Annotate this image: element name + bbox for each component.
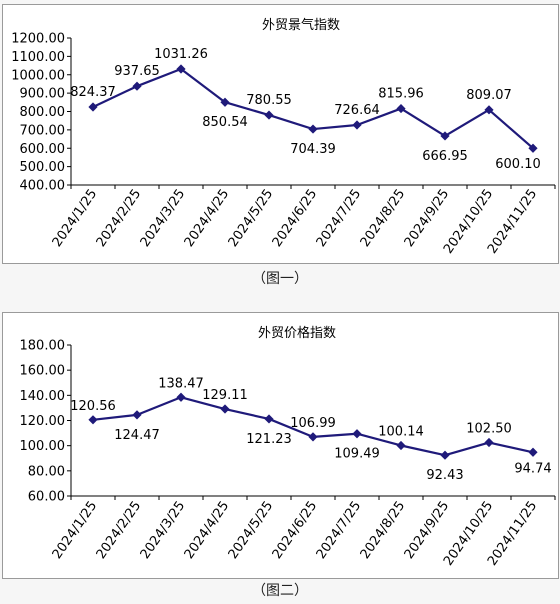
x-tick-label: 2024/3/25	[138, 499, 189, 562]
data-point-marker	[352, 120, 362, 130]
data-point-marker	[528, 447, 538, 457]
y-tick-label: 500.00	[20, 160, 66, 175]
data-label: 937.65	[114, 64, 160, 79]
x-tick-label: 2024/9/25	[402, 187, 453, 250]
y-tick-label: 180.00	[20, 339, 66, 354]
y-tick-label: 1000.00	[11, 68, 65, 83]
data-label: 1031.26	[154, 47, 208, 62]
data-point-marker	[264, 414, 274, 424]
data-point-marker	[352, 429, 362, 439]
x-tick-label: 2024/4/25	[182, 187, 233, 250]
x-tick-label: 2024/7/25	[314, 499, 365, 562]
data-point-marker	[220, 97, 230, 107]
data-point-marker	[308, 124, 318, 134]
x-tick-label: 2024/5/25	[226, 187, 277, 250]
data-label: 121.23	[246, 432, 292, 447]
y-tick-label: 140.00	[20, 389, 66, 404]
figure-caption-1: （图一）	[252, 271, 308, 287]
data-label: 815.96	[378, 87, 424, 102]
y-tick-label: 1100.00	[11, 50, 65, 65]
x-tick-label: 2024/6/25	[270, 187, 321, 250]
chart-panel-trade-climate: 外贸景气指数 400.00 500.00 600.00 700.00 800.00 900.…	[2, 4, 559, 264]
figure-caption-2: （图二）	[252, 583, 308, 599]
data-label: 726.64	[334, 103, 380, 118]
chart-trade-climate-index: 外贸景气指数 400.00 500.00 600.00 700.00 800.00 900.…	[11, 17, 556, 257]
x-tick-label: 2024/6/25	[270, 499, 321, 562]
x-tick-label: 2024/9/25	[402, 499, 453, 562]
chart-title: 外贸价格指数	[258, 325, 336, 341]
data-label: 600.10	[495, 157, 541, 172]
series-line	[92, 67, 534, 150]
y-tick-label: 900.00	[20, 87, 66, 102]
y-tick-label: 160.00	[20, 364, 66, 379]
data-point-marker	[528, 143, 538, 153]
data-point-marker	[88, 415, 98, 425]
data-label: 129.11	[202, 388, 248, 403]
x-tick-label: 2024/5/25	[226, 499, 277, 562]
y-tick-label: 120.00	[20, 414, 66, 429]
data-label: 92.43	[426, 468, 463, 483]
data-label: 850.54	[202, 115, 248, 130]
x-tick-label: 2024/1/25	[50, 499, 101, 562]
data-label: 120.56	[70, 399, 116, 414]
data-point-marker	[220, 404, 230, 414]
x-tick-label: 2024/8/25	[358, 499, 409, 562]
y-tick-label: 1200.00	[11, 32, 65, 47]
chart-trade-price-index: 外贸价格指数 60.00 80.00 100.00 120.00 140.00 160.00…	[20, 325, 556, 569]
y-tick-label: 800.00	[20, 105, 66, 120]
y-tick-label: 80.00	[28, 464, 65, 479]
data-point-marker	[88, 102, 98, 112]
y-tick-label: 400.00	[20, 179, 66, 194]
data-label: 666.95	[422, 149, 468, 164]
data-label: 704.39	[290, 142, 336, 157]
data-label: 102.50	[466, 422, 512, 437]
x-tick-label: 2024/3/25	[138, 187, 189, 250]
x-tick-label: 2024/7/25	[314, 187, 365, 250]
x-tick-label: 2024/1/25	[50, 187, 101, 250]
data-point-marker	[308, 432, 318, 442]
data-label: 106.99	[290, 416, 336, 431]
y-tick-label: 600.00	[20, 142, 66, 157]
data-point-marker	[484, 105, 494, 115]
data-label: 780.55	[246, 93, 292, 108]
data-label: 138.47	[158, 376, 204, 391]
data-label: 109.49	[334, 447, 380, 462]
x-tick-label: 2024/8/25	[358, 187, 409, 250]
data-point-marker	[132, 81, 142, 91]
x-tick-label: 2024/2/25	[94, 499, 145, 562]
data-label: 809.07	[466, 88, 512, 103]
data-label: 94.74	[514, 461, 551, 476]
x-tick-label: 2024/4/25	[182, 499, 233, 562]
y-tick-label: 60.00	[28, 490, 65, 505]
x-tick-label: 2024/2/25	[94, 187, 145, 250]
y-tick-label: 100.00	[20, 439, 66, 454]
data-point-marker	[484, 437, 494, 448]
data-label: 100.14	[378, 424, 424, 439]
data-point-marker	[176, 392, 186, 402]
data-point-marker	[440, 450, 450, 460]
chart-panel-trade-price: 外贸价格指数 60.00 80.00 100.00 120.00 140.00 160.00…	[2, 312, 559, 579]
y-tick-label: 700.00	[20, 123, 66, 138]
chart-title: 外贸景气指数	[262, 17, 340, 33]
data-point-marker	[440, 131, 450, 141]
data-point-marker	[176, 64, 186, 74]
data-label: 124.47	[114, 428, 160, 443]
data-point-marker	[264, 110, 274, 120]
data-label: 824.37	[70, 85, 116, 100]
data-point-marker	[396, 440, 406, 451]
data-point-marker	[396, 103, 406, 114]
data-point-marker	[132, 410, 142, 420]
